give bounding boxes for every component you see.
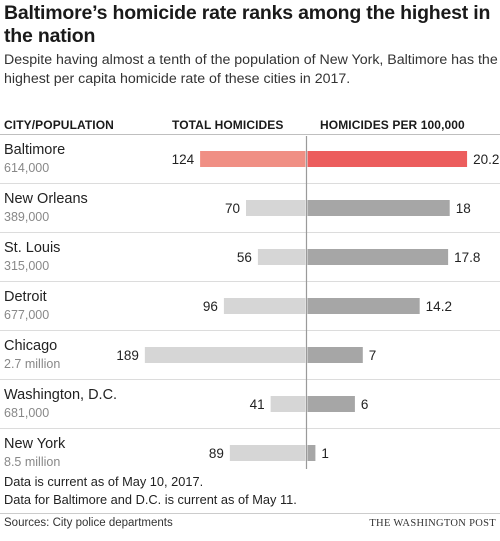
- column-header-city: CITY/POPULATION: [4, 118, 114, 132]
- total-homicides-value: 70: [225, 201, 240, 216]
- city-label: New York: [4, 436, 66, 452]
- total-homicides-bar: [144, 347, 306, 363]
- homicide-rate-value: 18: [456, 201, 471, 216]
- city-label: Detroit: [4, 289, 47, 305]
- homicide-rate-bar: [307, 298, 420, 314]
- population-label: 8.5 million: [4, 455, 60, 469]
- total-homicides-bar: [270, 396, 306, 412]
- footer-divider: [0, 513, 500, 514]
- total-homicides-bar: [200, 151, 306, 167]
- city-label: Washington, D.C.: [4, 387, 117, 403]
- homicide-chart: Baltimore 614,000 124 20.2 New Orleans 389,00…: [0, 134, 500, 469]
- publisher-credit: THE WASHINGTON POST: [369, 518, 496, 529]
- homicide-rate-value: 6: [361, 397, 369, 412]
- total-homicides-bar: [223, 298, 306, 314]
- homicide-rate-value: 14.2: [426, 299, 452, 314]
- column-header-total: TOTAL HOMICIDES: [172, 118, 284, 132]
- total-homicides-value: 89: [209, 446, 224, 461]
- population-label: 677,000: [4, 308, 49, 322]
- total-homicides-bar: [257, 249, 306, 265]
- total-homicides-value: 41: [250, 397, 265, 412]
- homicide-rate-bar: [307, 200, 450, 216]
- homicide-rate-bar: [307, 445, 316, 461]
- city-label: New Orleans: [4, 191, 88, 207]
- note-baltimore-dc: Data for Baltimore and D.C. is current a…: [4, 492, 297, 507]
- population-label: 389,000: [4, 210, 49, 224]
- population-label: 681,000: [4, 406, 49, 420]
- total-homicides-value: 96: [203, 299, 218, 314]
- total-homicides-value: 189: [116, 348, 139, 363]
- chart-subtitle: Despite having almost a tenth of the pop…: [4, 52, 498, 87]
- total-homicides-value: 56: [237, 250, 252, 265]
- city-label: St. Louis: [4, 240, 60, 256]
- homicide-rate-value: 17.8: [454, 250, 480, 265]
- population-label: 315,000: [4, 259, 49, 273]
- total-homicides-bar: [229, 445, 306, 461]
- city-label: Chicago: [4, 338, 57, 354]
- total-homicides-value: 124: [172, 152, 195, 167]
- population-label: 614,000: [4, 161, 49, 175]
- homicide-rate-bar: [307, 151, 468, 167]
- chart-title: Baltimore’s homicide rate ranks among th…: [4, 2, 491, 47]
- column-header-rate: HOMICIDES PER 100,000: [320, 118, 465, 132]
- city-label: Baltimore: [4, 142, 65, 158]
- homicide-rate-value: 20.2: [473, 152, 499, 167]
- homicide-rate-value: 7: [369, 348, 377, 363]
- homicide-rate-value: 1: [321, 446, 329, 461]
- note-date: Data is current as of May 10, 2017.: [4, 474, 204, 489]
- total-homicides-bar: [246, 200, 306, 216]
- source-note: Sources: City police departments: [4, 517, 173, 529]
- population-label: 2.7 million: [4, 357, 60, 371]
- homicide-rate-bar: [307, 396, 355, 412]
- homicide-rate-bar: [307, 347, 363, 363]
- homicide-rate-bar: [307, 249, 449, 265]
